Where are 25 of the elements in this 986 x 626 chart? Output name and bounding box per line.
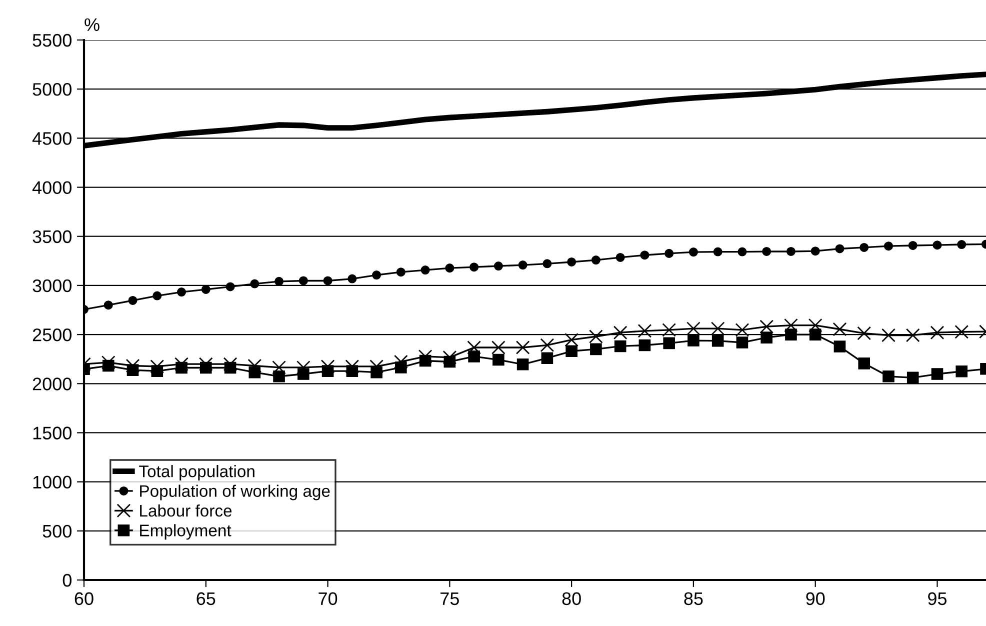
- x-tick-label: 75: [440, 592, 459, 606]
- y-tick-label: 4500: [32, 132, 72, 145]
- y-tick-label: 5500: [32, 34, 72, 47]
- y-tick-label: 2000: [32, 378, 72, 390]
- legend-label: Labour force: [140, 504, 232, 517]
- x-tick-label: 65: [196, 592, 216, 606]
- y-tick-label: 2500: [32, 328, 72, 342]
- y-tick-label: 5000: [32, 83, 72, 96]
- y-tick-label: 3500: [32, 230, 72, 244]
- y-tick-label: 1000: [33, 476, 72, 489]
- legend-label: Employment: [140, 524, 232, 540]
- y-tick-label: 500: [42, 524, 72, 538]
- legend-label: Population of working age: [140, 484, 330, 500]
- x-tick-label: 70: [318, 592, 338, 606]
- y-tick-label: 0: [62, 574, 72, 587]
- y-tick-label: 3000: [32, 279, 72, 292]
- y-axis-title: %: [84, 18, 100, 31]
- x-tick-label: 85: [684, 592, 703, 606]
- x-tick-label: 90: [806, 592, 825, 606]
- x-tick-label: 60: [74, 592, 94, 606]
- y-tick-label: 1500: [33, 426, 72, 440]
- legend-label: Total population: [139, 465, 254, 481]
- x-tick-label: 95: [928, 592, 947, 606]
- x-tick-label: 80: [562, 592, 581, 606]
- y-tick-label: 4000: [32, 181, 72, 194]
